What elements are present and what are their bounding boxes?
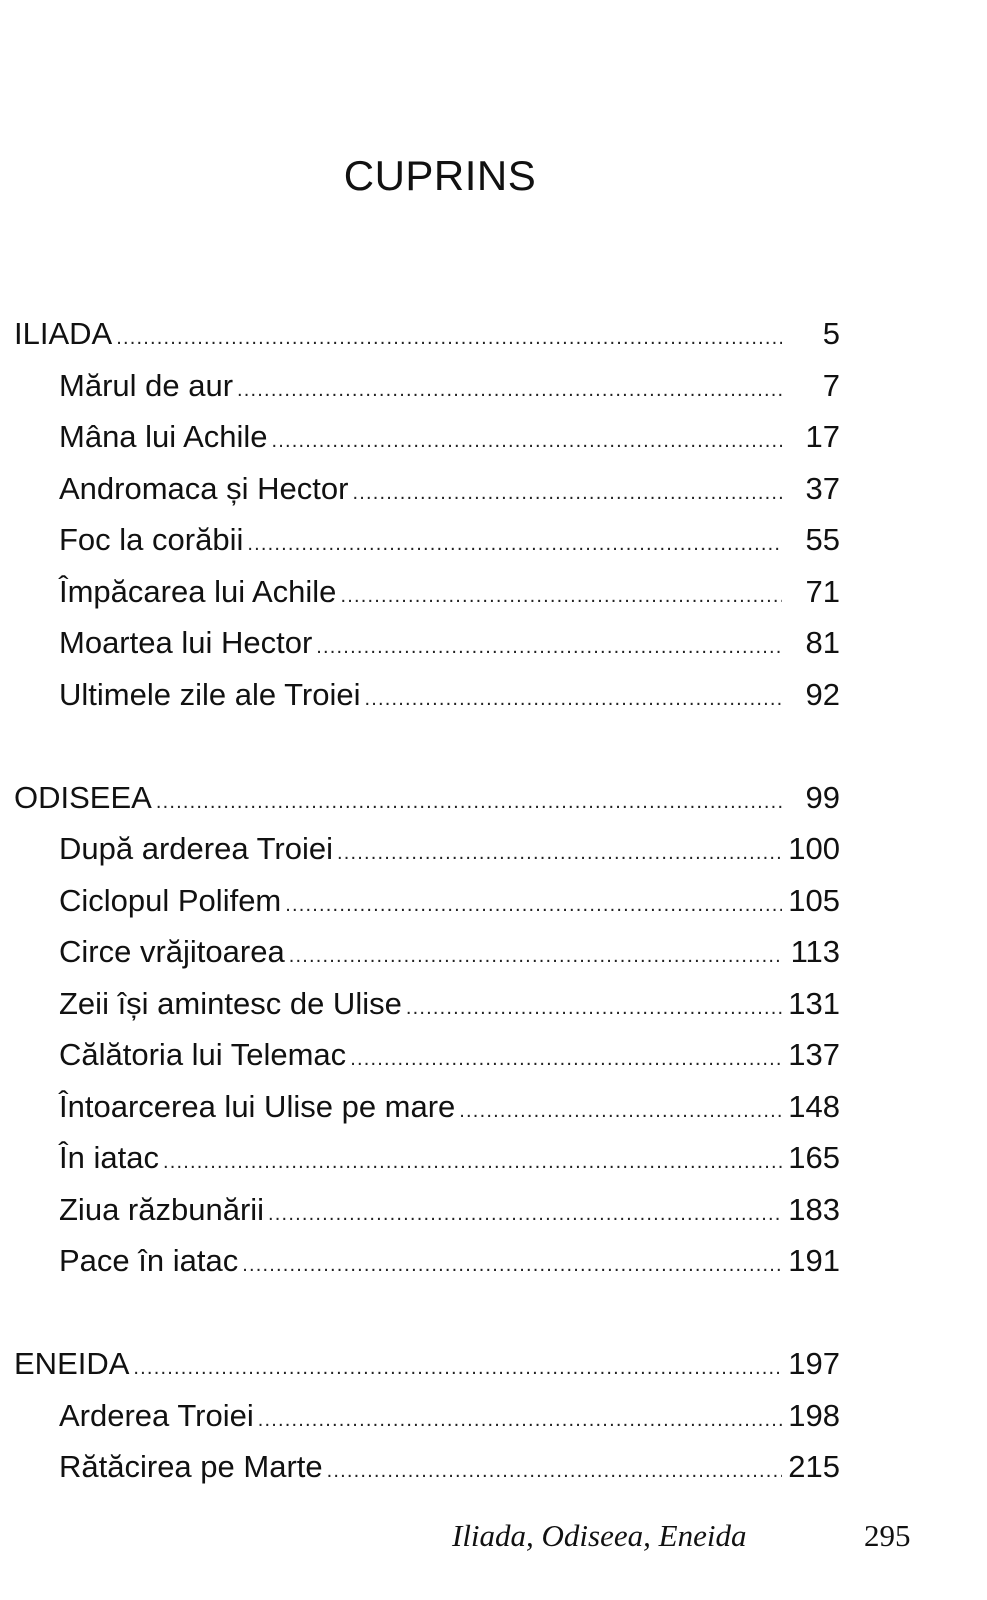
toc-entry[interactable]: Arderea Troiei 198 — [0, 1390, 840, 1442]
toc-entry[interactable]: Andromaca și Hector 37 — [0, 463, 840, 515]
toc-entry[interactable]: În iatac 165 — [0, 1132, 840, 1184]
toc-section-heading[interactable]: ILIADA 5 — [0, 308, 840, 360]
entry-page-number: 100 — [788, 831, 840, 866]
dot-leader — [242, 1240, 782, 1292]
entry-page-number: 55 — [805, 522, 840, 557]
entry-page-number: 113 — [790, 934, 840, 969]
entry-page-number: 71 — [805, 573, 840, 609]
entry-title: ENEIDA — [14, 1346, 130, 1381]
toc-entry[interactable]: Foc la corăbii 55 — [0, 514, 840, 566]
entry-title: Rătăcirea pe Marte — [59, 1449, 323, 1484]
entry-title: Întoarcerea lui Ulise pe mare — [59, 1088, 456, 1124]
entry-page-number: 105 — [788, 882, 840, 918]
toc-entry[interactable]: Ciclopul Polifem 105 — [0, 875, 840, 927]
entry-page-number: 131 — [788, 985, 840, 1021]
dot-leader — [133, 1343, 782, 1395]
page-title: CUPRINS — [343, 152, 537, 199]
entry-page-number: 5 — [822, 316, 840, 351]
dot-leader — [247, 519, 782, 571]
toc-entry[interactable]: Ziua răzbunării 183 — [0, 1184, 840, 1236]
entry-title: Moartea lui Hector — [59, 625, 313, 660]
dot-leader — [337, 828, 782, 880]
entry-page-number: 7 — [822, 367, 840, 403]
entry-page-number: 137 — [788, 1037, 840, 1072]
dot-leader — [406, 983, 782, 1035]
toc-section-heading[interactable]: ODISEEA 99 — [0, 772, 840, 824]
toc-entry[interactable]: Circe vrăjitoarea 113 — [0, 926, 840, 978]
entry-page-number: 183 — [788, 1191, 840, 1227]
entry-page-number: 215 — [788, 1449, 840, 1484]
entry-title: Arderea Troiei — [59, 1397, 254, 1433]
toc-entry[interactable]: Pace în iatac 191 — [0, 1235, 840, 1287]
table-of-contents: ILIADA 5 Mărul de aur 7 Mâna lui Achile 17 And… — [0, 308, 840, 1493]
dot-leader — [459, 1086, 782, 1138]
dot-leader — [163, 1137, 782, 1189]
toc-section-heading[interactable]: ENEIDA 197 — [0, 1338, 840, 1390]
entry-page-number: 81 — [805, 625, 840, 660]
toc-entry[interactable]: Ultimele zile ale Troiei 92 — [0, 669, 840, 721]
entry-title: Zeii își amintesc de Ulise — [59, 985, 402, 1021]
entry-title: Circe vrăjitoarea — [59, 934, 285, 969]
toc-entry[interactable]: Călătoria lui Telemac 137 — [0, 1029, 840, 1081]
dot-leader — [268, 1189, 782, 1241]
entry-title: Pace în iatac — [59, 1243, 239, 1278]
entry-title: Ultimele zile ale Troiei — [59, 676, 361, 712]
entry-title: Mărul de aur — [59, 367, 234, 403]
toc-entry[interactable]: Împăcarea lui Achile 71 — [0, 566, 840, 618]
dot-leader — [340, 571, 782, 623]
dot-leader — [258, 1395, 782, 1447]
section-spacer — [0, 720, 840, 772]
toc-entry[interactable]: După arderea Troiei 100 — [0, 823, 840, 875]
entry-title: Foc la corăbii — [59, 522, 244, 557]
toc-entry[interactable]: Zeii își amintesc de Ulise 131 — [0, 978, 840, 1030]
entry-title: ODISEEA — [14, 779, 152, 815]
dot-leader — [116, 313, 782, 365]
section-spacer — [0, 1287, 840, 1339]
entry-title: ILIADA — [14, 316, 113, 351]
entry-title: Călătoria lui Telemac — [59, 1037, 347, 1072]
page-number: 295 — [864, 1518, 911, 1553]
entry-title: După arderea Troiei — [59, 831, 333, 866]
entry-title: Andromaca și Hector — [59, 470, 349, 506]
toc-entry[interactable]: Moartea lui Hector 81 — [0, 617, 840, 669]
entry-title: Împăcarea lui Achile — [59, 573, 337, 609]
dot-leader — [350, 1034, 782, 1086]
entry-page-number: 92 — [805, 676, 840, 712]
dot-leader — [316, 622, 782, 674]
dot-leader — [156, 777, 782, 829]
dot-leader — [365, 674, 783, 726]
entry-page-number: 165 — [788, 1140, 840, 1175]
dot-leader — [327, 1446, 782, 1498]
dot-leader — [272, 416, 782, 468]
dot-leader — [289, 931, 782, 983]
toc-entry[interactable]: Rătăcirea pe Marte 215 — [0, 1441, 840, 1493]
toc-entry[interactable]: Mâna lui Achile 17 — [0, 411, 840, 463]
entry-title: Ziua răzbunării — [59, 1191, 265, 1227]
entry-title: Ciclopul Polifem — [59, 882, 282, 918]
dot-leader — [285, 880, 782, 932]
toc-entry[interactable]: Întoarcerea lui Ulise pe mare 148 — [0, 1081, 840, 1133]
entry-title: Mâna lui Achile — [59, 419, 268, 454]
entry-page-number: 148 — [788, 1088, 840, 1124]
entry-title: În iatac — [59, 1140, 159, 1175]
entry-page-number: 99 — [805, 779, 840, 815]
entry-page-number: 17 — [805, 419, 840, 454]
dot-leader — [352, 468, 782, 520]
dot-leader — [237, 365, 782, 417]
toc-entry[interactable]: Mărul de aur 7 — [0, 360, 840, 412]
entry-page-number: 198 — [788, 1397, 840, 1433]
entry-page-number: 37 — [805, 470, 840, 506]
running-title: Iliada, Odiseea, Eneida — [452, 1518, 747, 1553]
entry-page-number: 191 — [788, 1243, 840, 1278]
entry-page-number: 197 — [788, 1346, 840, 1381]
